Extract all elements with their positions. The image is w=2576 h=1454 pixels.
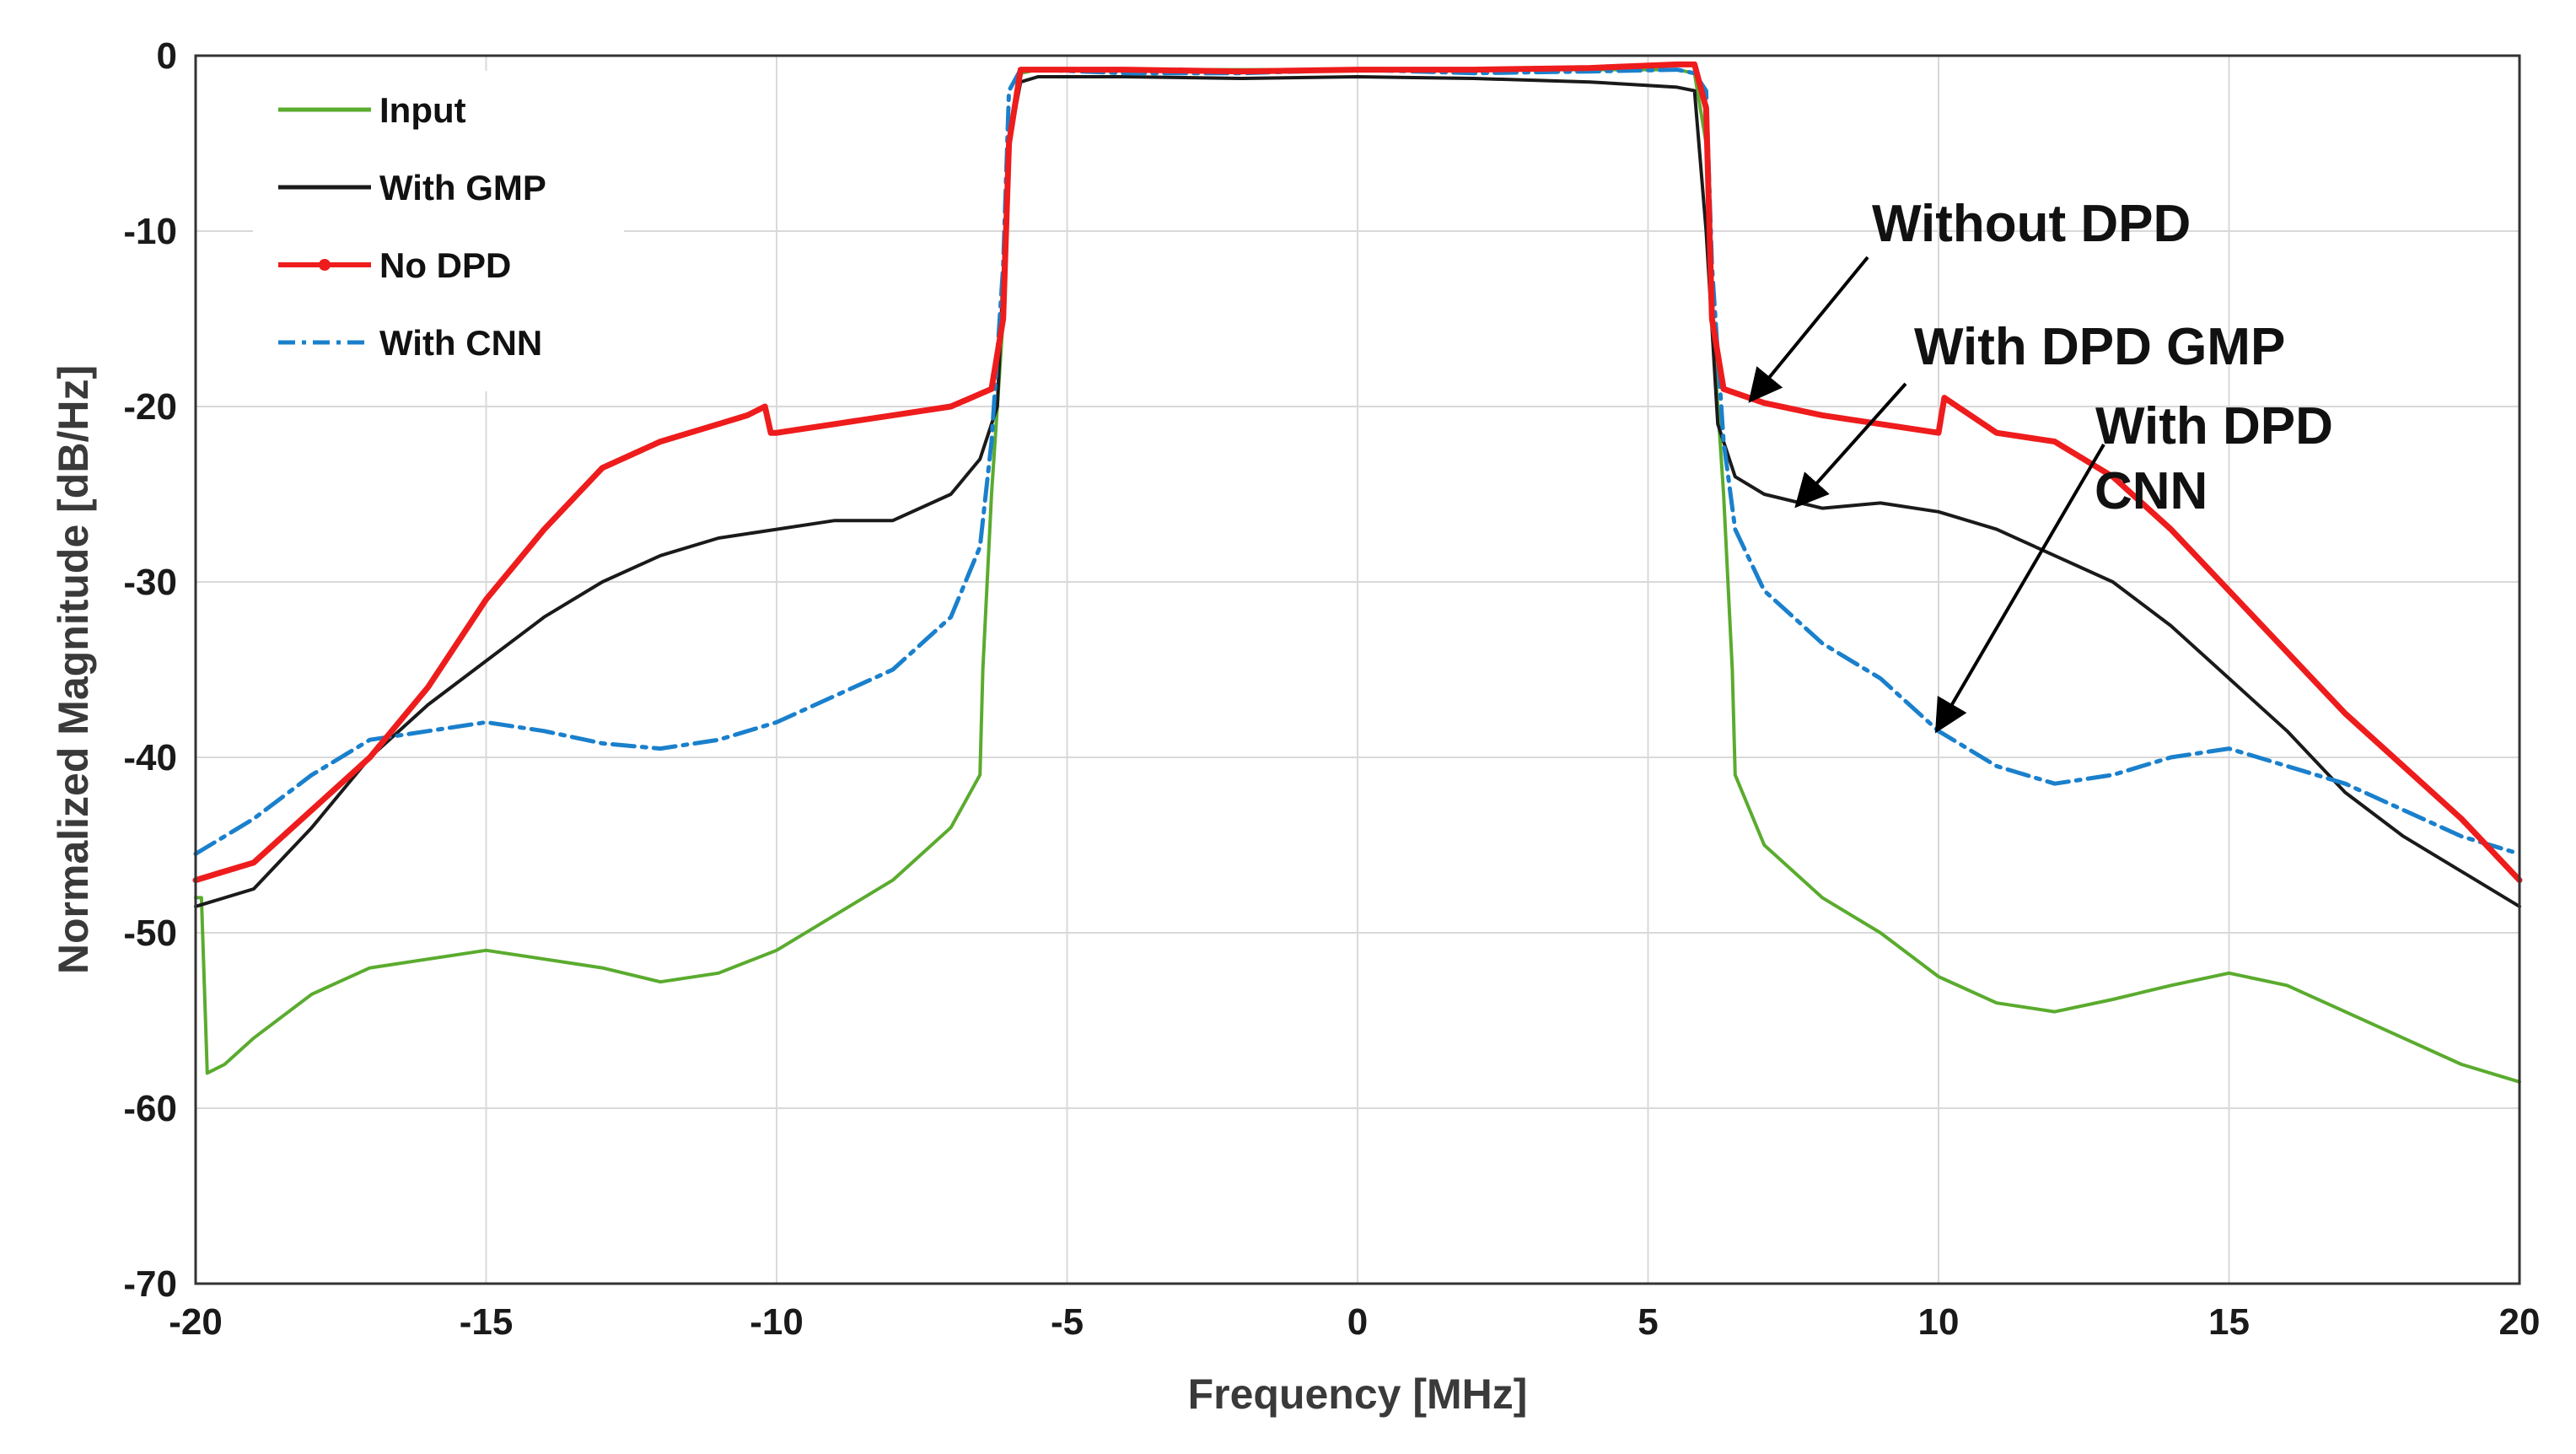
x-tick-label: 15 bbox=[2208, 1301, 2250, 1343]
legend: Input With GMP No DPD With CNN bbox=[253, 71, 624, 391]
x-tick-label: 10 bbox=[1918, 1301, 1960, 1343]
x-tick-label: 0 bbox=[1347, 1301, 1368, 1343]
y-tick-label: -60 bbox=[123, 1088, 177, 1129]
tick-labels: -20 -15 -10 -5 0 5 10 15 200-10-20-30-40-50-60-7… bbox=[123, 35, 2540, 1343]
series-line-no-dpd bbox=[192, 61, 2523, 884]
legend-background bbox=[253, 71, 624, 391]
x-tick-label: -5 bbox=[1051, 1301, 1084, 1343]
plot-frame bbox=[194, 54, 2521, 1285]
x-tick-label: 20 bbox=[2499, 1301, 2541, 1343]
annotation-text: With DPD GMP bbox=[1914, 318, 2285, 376]
legend-label: With GMP bbox=[379, 168, 546, 207]
y-tick-label: -30 bbox=[123, 562, 177, 603]
annotation-arrow bbox=[1934, 443, 2105, 734]
y-tick-label: -40 bbox=[123, 737, 177, 778]
legend-label: With CNN bbox=[379, 323, 542, 363]
y-tick-label: -70 bbox=[123, 1263, 177, 1305]
y-tick-label: 0 bbox=[157, 35, 177, 77]
x-tick-label: 5 bbox=[1638, 1301, 1658, 1343]
annotations: Without DPD With DPD GMP With DPD CNN bbox=[1748, 195, 2333, 734]
y-tick-label: -10 bbox=[123, 211, 177, 252]
annotation-arrow bbox=[1748, 256, 1869, 403]
annotation-text: With DPD CNN bbox=[2095, 397, 2333, 520]
y-tick-label: -20 bbox=[123, 386, 177, 428]
legend-label: No DPD bbox=[379, 245, 511, 285]
series-line-with-gmp bbox=[194, 75, 2521, 908]
annotation-text: Without DPD bbox=[1872, 195, 2191, 253]
series-layer bbox=[192, 61, 2523, 1084]
x-axis-label: Frequency [MHz] bbox=[1188, 1371, 1528, 1418]
x-tick-label: -20 bbox=[169, 1301, 223, 1343]
y-tick-label: -50 bbox=[123, 913, 177, 954]
y-axis-label: Normalized Magnitude [dB/Hz] bbox=[50, 365, 97, 974]
x-tick-label: -15 bbox=[460, 1301, 514, 1343]
legend-marker bbox=[319, 259, 331, 271]
annotation-arrow bbox=[1794, 382, 1907, 509]
x-tick-label: -10 bbox=[750, 1301, 804, 1343]
legend-label: Input bbox=[379, 90, 466, 130]
